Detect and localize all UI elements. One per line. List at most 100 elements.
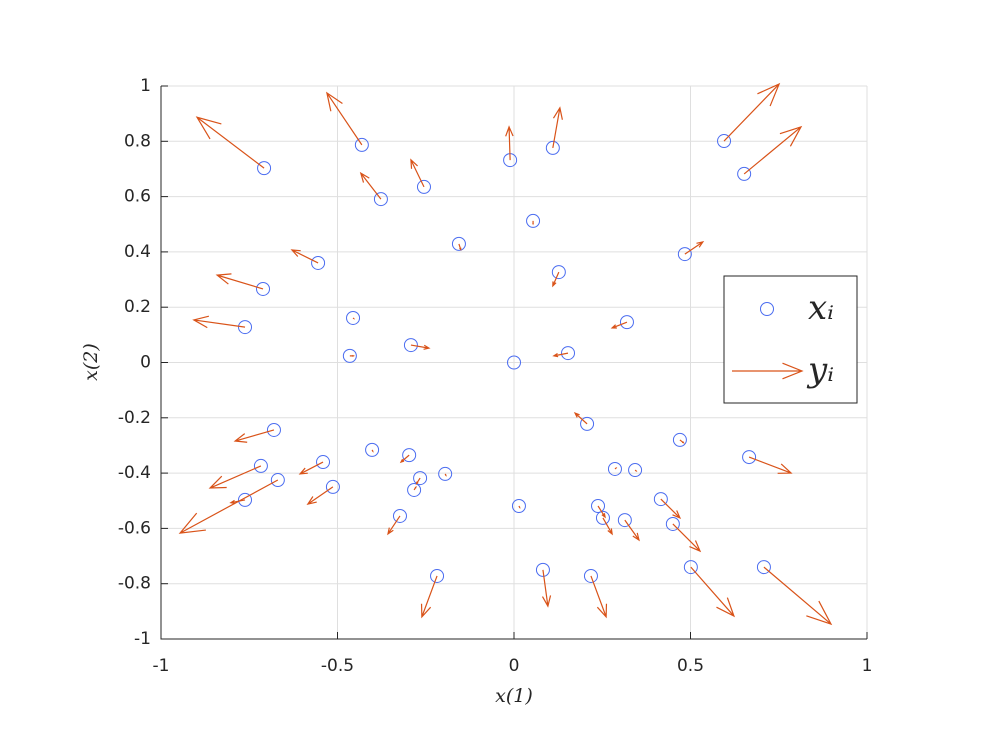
point — [354, 137, 369, 152]
arrow — [359, 171, 382, 200]
point — [653, 492, 668, 507]
point — [325, 479, 340, 494]
arrow — [233, 429, 275, 443]
point — [238, 320, 253, 335]
y-tick-label: 1 — [140, 76, 151, 96]
point — [373, 192, 388, 207]
point — [507, 355, 521, 370]
point — [256, 281, 271, 296]
y-tick-label: 0.4 — [124, 242, 151, 262]
point — [595, 510, 610, 525]
x-axis-label: x(1) — [495, 685, 533, 707]
arrow — [532, 220, 534, 226]
x-tick-label: 0 — [509, 656, 520, 676]
arrow — [192, 315, 246, 329]
point — [677, 247, 692, 262]
point — [416, 179, 431, 194]
y-tick-label: -0.6 — [118, 518, 151, 538]
y-tick-label: 0.6 — [124, 187, 151, 207]
arrow — [178, 479, 279, 534]
x-tick-label: -1 — [153, 656, 170, 676]
point — [561, 346, 576, 361]
x-tick-label: -0.5 — [321, 656, 354, 676]
point — [430, 568, 445, 583]
y-tick-label: 0.2 — [124, 297, 151, 317]
point — [253, 458, 268, 473]
arrow — [748, 456, 793, 474]
arrow — [518, 505, 521, 509]
arrow — [415, 477, 421, 485]
y-tick-label: -0.4 — [118, 463, 151, 483]
point — [266, 422, 281, 437]
point — [628, 463, 643, 478]
point — [346, 310, 361, 325]
point — [717, 134, 732, 149]
point — [756, 560, 771, 575]
legend-point-symbol — [760, 302, 774, 316]
y-tick-label: -1 — [134, 629, 151, 649]
arrow — [552, 352, 569, 358]
legend-arrow-symbol — [732, 362, 804, 380]
point — [665, 516, 680, 531]
arrow — [399, 454, 410, 464]
y-tick-label: 0.8 — [124, 131, 151, 151]
point — [438, 466, 453, 481]
arrow — [298, 461, 324, 475]
arrow — [352, 317, 356, 320]
arrow — [458, 243, 462, 251]
point — [526, 213, 541, 228]
point — [342, 348, 357, 363]
arrow — [444, 473, 447, 477]
arrow — [371, 449, 374, 453]
point — [737, 166, 752, 181]
arrow — [614, 467, 618, 470]
point — [407, 482, 422, 497]
arrow — [420, 575, 438, 619]
point — [511, 499, 526, 514]
point — [580, 416, 595, 431]
arrow — [660, 498, 682, 520]
arrow — [743, 125, 803, 175]
arrow — [215, 273, 264, 290]
arrow — [573, 412, 588, 425]
legend-label: xᵢ — [808, 288, 834, 328]
point — [535, 562, 550, 577]
arrow — [690, 566, 735, 618]
point — [413, 471, 428, 486]
point — [257, 161, 272, 176]
arrow — [229, 499, 246, 505]
point — [270, 473, 285, 488]
arrow — [672, 523, 702, 553]
arrow — [763, 566, 833, 626]
point — [583, 568, 598, 583]
arrow — [634, 469, 638, 472]
point — [402, 448, 417, 463]
arrow — [552, 271, 560, 288]
point — [617, 513, 632, 528]
x-tick-label: 0.5 — [677, 656, 704, 676]
arrow — [552, 106, 563, 149]
axes-frame — [160, 86, 867, 640]
arrow — [349, 354, 356, 357]
arrow — [590, 575, 608, 619]
arrow — [684, 241, 705, 255]
arrow — [306, 486, 334, 505]
arrow — [624, 519, 640, 542]
arrow — [410, 158, 425, 188]
arrow — [541, 569, 552, 608]
point — [672, 432, 687, 447]
point — [551, 265, 566, 280]
point — [365, 442, 380, 457]
point — [311, 255, 326, 270]
point — [392, 508, 407, 523]
arrow — [387, 515, 401, 536]
point — [316, 455, 331, 470]
point — [683, 560, 698, 575]
point — [607, 461, 622, 476]
arrow — [208, 465, 262, 489]
point — [619, 315, 634, 330]
y-tick-label: -0.2 — [118, 408, 151, 428]
y-tick-label: -0.8 — [118, 574, 151, 594]
arrow — [290, 249, 319, 264]
legend-label: yᵢ — [806, 350, 834, 390]
